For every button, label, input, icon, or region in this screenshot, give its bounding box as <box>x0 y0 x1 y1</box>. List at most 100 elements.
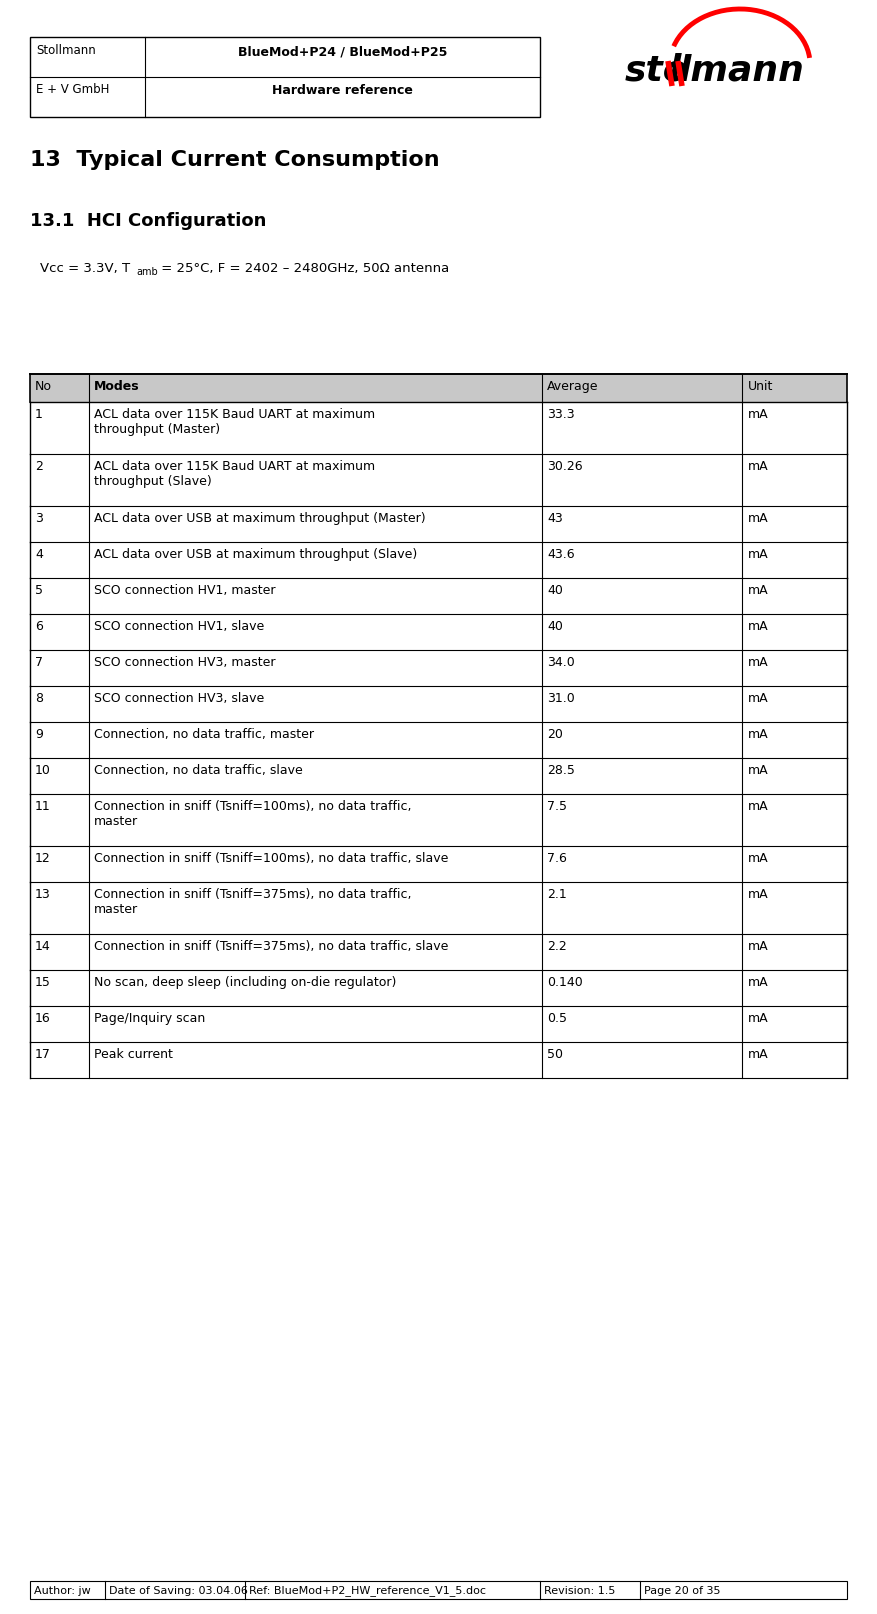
Bar <box>30 507 847 542</box>
Text: Vcc = 3.3V, T: Vcc = 3.3V, T <box>40 261 130 274</box>
Text: SCO connection HV3, slave: SCO connection HV3, slave <box>94 691 264 705</box>
Text: 0.5: 0.5 <box>547 1012 567 1025</box>
Text: Revision: 1.5: Revision: 1.5 <box>544 1585 616 1595</box>
Text: mA: mA <box>747 888 768 901</box>
Text: 5: 5 <box>35 584 43 597</box>
Text: 43.6: 43.6 <box>547 547 575 560</box>
Bar <box>30 374 847 404</box>
Bar <box>30 404 847 455</box>
Text: 28.5: 28.5 <box>547 763 575 776</box>
Text: Page/Inquiry scan: Page/Inquiry scan <box>94 1012 205 1025</box>
Text: Connection, no data traffic, slave: Connection, no data traffic, slave <box>94 763 303 776</box>
Text: BlueMod+P24 / BlueMod+P25: BlueMod+P24 / BlueMod+P25 <box>238 45 447 58</box>
Bar <box>30 650 847 686</box>
Text: 9: 9 <box>35 728 43 741</box>
Text: SCO connection HV3, master: SCO connection HV3, master <box>94 655 275 668</box>
Text: Unit: Unit <box>747 379 773 392</box>
Text: Connection, no data traffic, master: Connection, no data traffic, master <box>94 728 314 741</box>
Text: 7: 7 <box>35 655 43 668</box>
Bar <box>30 794 847 846</box>
Text: 40: 40 <box>547 620 563 633</box>
Text: mA: mA <box>747 763 768 776</box>
Text: 7.5: 7.5 <box>547 799 567 812</box>
Text: mA: mA <box>747 655 768 668</box>
Text: 34.0: 34.0 <box>547 655 575 668</box>
Text: Peak current: Peak current <box>94 1047 173 1060</box>
Text: Connection in sniff (Tsniff=375ms), no data traffic, slave: Connection in sniff (Tsniff=375ms), no d… <box>94 939 448 952</box>
Text: mA: mA <box>747 939 768 952</box>
Text: Average: Average <box>547 379 599 392</box>
Text: 16: 16 <box>35 1012 51 1025</box>
Text: mA: mA <box>747 620 768 633</box>
Text: 15: 15 <box>35 975 51 988</box>
Bar <box>30 455 847 507</box>
Bar <box>30 615 847 650</box>
Text: Hardware reference: Hardware reference <box>272 84 413 97</box>
Text: Page 20 of 35: Page 20 of 35 <box>644 1585 721 1595</box>
Bar <box>30 1043 847 1078</box>
Text: mA: mA <box>747 799 768 812</box>
Text: 2.1: 2.1 <box>547 888 567 901</box>
Text: 8: 8 <box>35 691 43 705</box>
Bar <box>30 970 847 1007</box>
Text: 0.140: 0.140 <box>547 975 583 988</box>
Text: 13  Typical Current Consumption: 13 Typical Current Consumption <box>30 150 439 169</box>
Text: mA: mA <box>747 852 768 865</box>
Text: ACL data over 115K Baud UART at maximum
throughput (Slave): ACL data over 115K Baud UART at maximum … <box>94 460 375 487</box>
Text: Modes: Modes <box>94 379 139 392</box>
Text: 20: 20 <box>547 728 563 741</box>
Bar <box>30 723 847 759</box>
Text: Author: jw: Author: jw <box>34 1585 90 1595</box>
Text: Stollmann: Stollmann <box>36 44 96 56</box>
Text: mA: mA <box>747 728 768 741</box>
Text: 2.2: 2.2 <box>547 939 567 952</box>
Text: E + V GmbH: E + V GmbH <box>36 82 110 95</box>
Text: 12: 12 <box>35 852 51 865</box>
Text: 30.26: 30.26 <box>547 460 583 473</box>
Text: sto: sto <box>625 53 688 87</box>
Text: mA: mA <box>747 584 768 597</box>
Bar <box>30 1007 847 1043</box>
Bar <box>30 846 847 883</box>
Text: No scan, deep sleep (including on-die regulator): No scan, deep sleep (including on-die re… <box>94 975 396 988</box>
Text: 14: 14 <box>35 939 51 952</box>
Text: 43: 43 <box>547 512 563 525</box>
Bar <box>30 542 847 579</box>
Text: Connection in sniff (Tsniff=100ms), no data traffic, slave: Connection in sniff (Tsniff=100ms), no d… <box>94 852 448 865</box>
Text: 33.3: 33.3 <box>547 408 575 421</box>
Text: 3: 3 <box>35 512 43 525</box>
Text: SCO connection HV1, master: SCO connection HV1, master <box>94 584 275 597</box>
Text: mA: mA <box>747 691 768 705</box>
Text: 2: 2 <box>35 460 43 473</box>
Bar <box>30 759 847 794</box>
Text: lmann: lmann <box>679 53 805 87</box>
Bar <box>30 686 847 723</box>
Text: 13.1  HCI Configuration: 13.1 HCI Configuration <box>30 211 267 229</box>
Text: 6: 6 <box>35 620 43 633</box>
Text: 17: 17 <box>35 1047 51 1060</box>
Text: 13: 13 <box>35 888 51 901</box>
Text: 31.0: 31.0 <box>547 691 575 705</box>
Text: amb: amb <box>136 266 158 278</box>
Bar <box>30 1582 847 1599</box>
Bar <box>30 883 847 935</box>
Text: 11: 11 <box>35 799 51 812</box>
Text: mA: mA <box>747 547 768 560</box>
Text: Connection in sniff (Tsniff=375ms), no data traffic,
master: Connection in sniff (Tsniff=375ms), no d… <box>94 888 411 915</box>
Bar <box>30 39 540 118</box>
Text: Ref: BlueMod+P2_HW_reference_V1_5.doc: Ref: BlueMod+P2_HW_reference_V1_5.doc <box>249 1585 486 1596</box>
Text: mA: mA <box>747 460 768 473</box>
Text: 1: 1 <box>35 408 43 421</box>
Text: Date of Saving: 03.04.06: Date of Saving: 03.04.06 <box>109 1585 248 1595</box>
Text: 40: 40 <box>547 584 563 597</box>
Text: mA: mA <box>747 1012 768 1025</box>
Text: ACL data over USB at maximum throughput (Slave): ACL data over USB at maximum throughput … <box>94 547 417 560</box>
Text: SCO connection HV1, slave: SCO connection HV1, slave <box>94 620 264 633</box>
Text: mA: mA <box>747 1047 768 1060</box>
Text: mA: mA <box>747 408 768 421</box>
Text: ACL data over USB at maximum throughput (Master): ACL data over USB at maximum throughput … <box>94 512 425 525</box>
Text: 50: 50 <box>547 1047 563 1060</box>
Text: No: No <box>35 379 52 392</box>
Text: 7.6: 7.6 <box>547 852 567 865</box>
Text: 10: 10 <box>35 763 51 776</box>
